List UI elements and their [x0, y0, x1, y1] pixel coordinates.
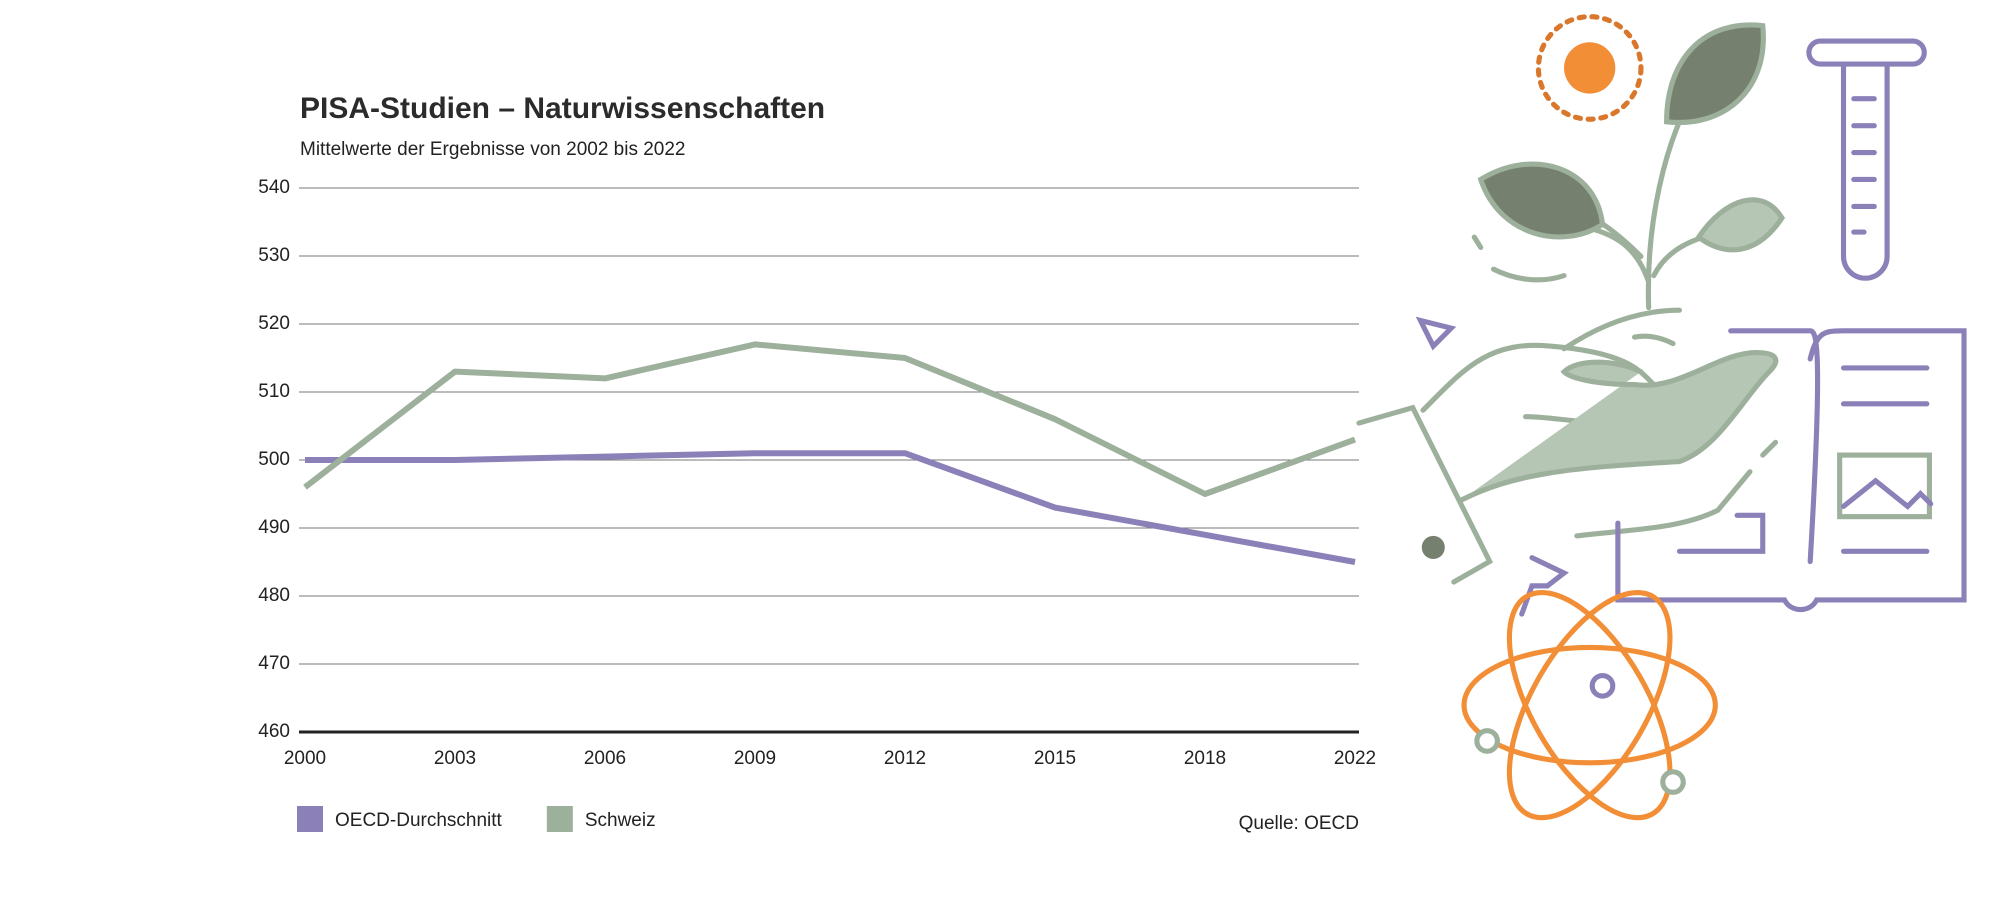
y-tick-label: 460 [258, 721, 290, 742]
y-tick-label: 490 [258, 517, 290, 538]
x-tick-label: 2003 [434, 748, 476, 769]
x-tick-label: 2006 [584, 748, 626, 769]
chart-title: PISA-Studien – Naturwissenschaften [300, 92, 825, 125]
series-line [305, 450, 1356, 565]
y-tick-label: 530 [258, 245, 290, 266]
y-tick-label: 480 [258, 585, 290, 606]
x-tick-label: 2015 [1034, 748, 1076, 769]
y-tick-label: 520 [258, 313, 290, 334]
x-tick-label: 2022 [1334, 748, 1376, 769]
x-tick-label: 2018 [1184, 748, 1226, 769]
illustration [1356, 14, 1967, 821]
series-line [303, 341, 1357, 497]
legend-swatch [297, 806, 323, 832]
x-tick-label: 2009 [734, 748, 776, 769]
legend-swatch [546, 806, 573, 832]
legend-label: OECD-Durchschnitt [335, 810, 503, 831]
x-tick-label: 2000 [284, 748, 326, 769]
chart-subtitle: Mittelwerte der Ergebnisse von 2002 bis … [300, 139, 686, 160]
y-tick-label: 470 [258, 653, 290, 674]
source-note: Quelle: OECD [1239, 813, 1359, 834]
y-tick-label: 510 [258, 381, 290, 402]
y-tick-label: 500 [258, 449, 290, 470]
legend-label: Schweiz [585, 810, 656, 831]
x-tick-label: 2012 [884, 748, 926, 769]
y-tick-label: 540 [258, 177, 290, 198]
